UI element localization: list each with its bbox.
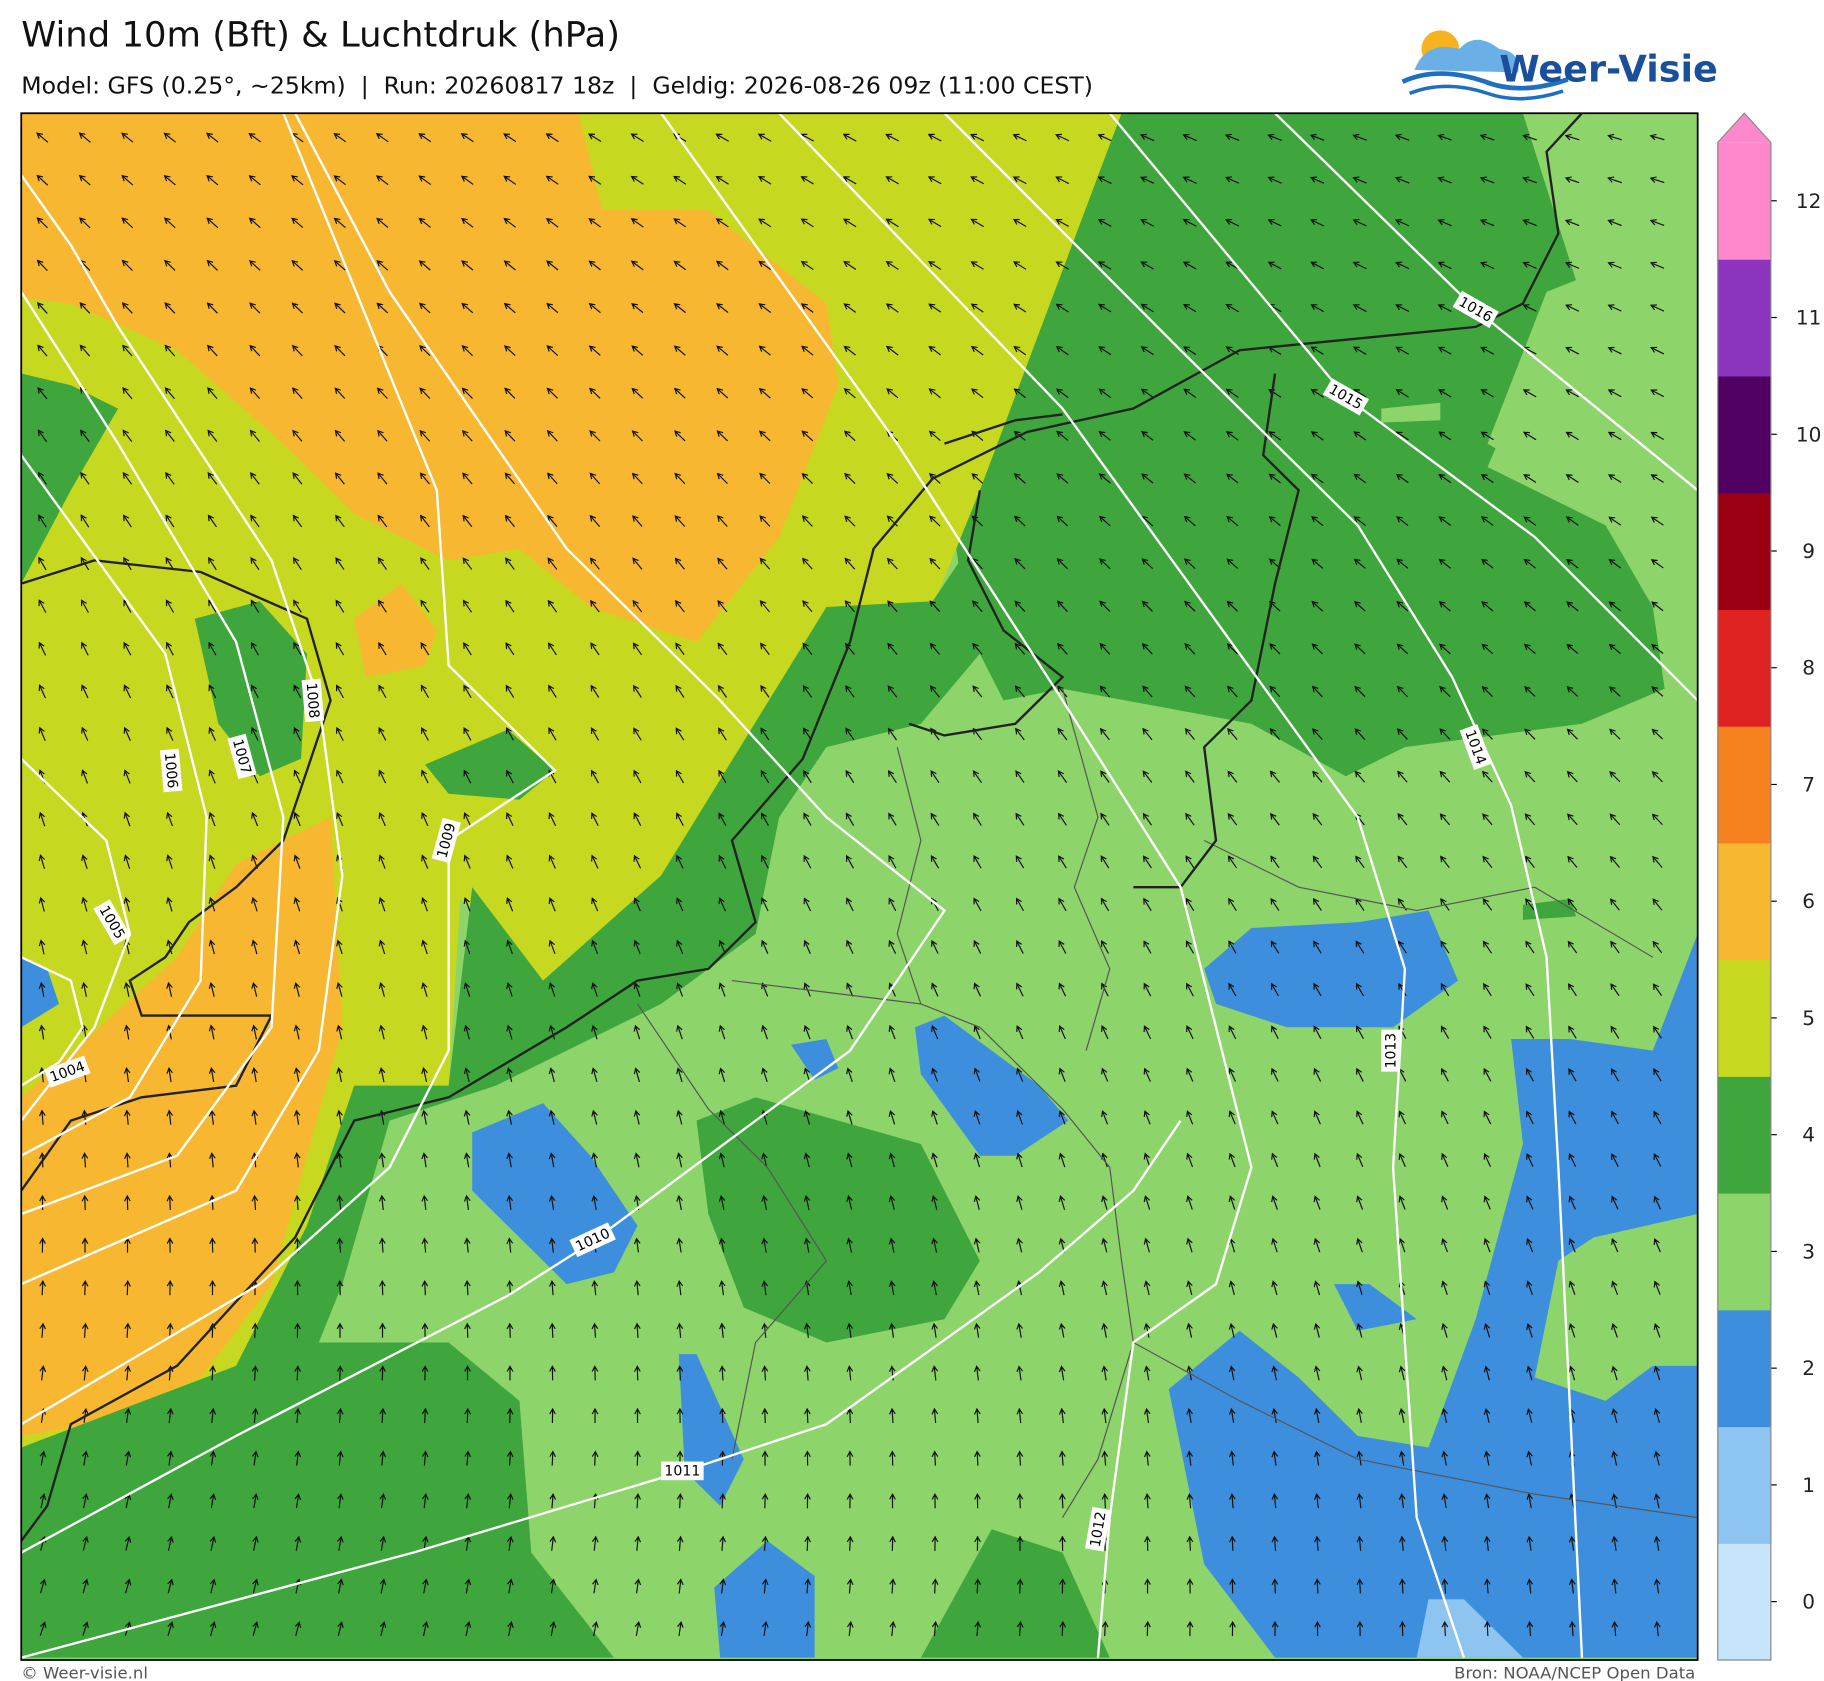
isobar-label-bg	[1452, 290, 1499, 328]
colorbar-bin	[1717, 1309, 1771, 1428]
colorbar-label: 1	[1802, 1473, 1815, 1497]
colorbar-bin	[1717, 492, 1771, 610]
isobar-label-bg	[1322, 378, 1369, 416]
colorbar-bin	[1717, 726, 1771, 844]
colorbar-label: 9	[1802, 539, 1815, 563]
colorbar-label: 10	[1796, 422, 1822, 446]
coastline	[21, 113, 1583, 1542]
colorbar-bin	[1717, 1426, 1771, 1544]
isobar-label: 1012	[1084, 1506, 1111, 1552]
colorbar-label: 0	[1802, 1590, 1815, 1614]
isobar-label-bg	[1459, 724, 1492, 771]
colorbar-arrow	[1717, 113, 1771, 143]
isobar-label-bg	[661, 1461, 704, 1481]
colorbar-bin	[1717, 1543, 1771, 1661]
colorbar-label: 12	[1796, 189, 1822, 213]
isobar-label-text: 1013	[1383, 1033, 1399, 1069]
isobar-label-bg	[93, 899, 131, 946]
isobar-label-text: 1006	[161, 752, 180, 789]
isobar-label-bg	[1084, 1506, 1111, 1552]
isobar-label-bg	[227, 733, 257, 780]
isobar-label-text: 1011	[664, 1464, 700, 1480]
colorbar-bin	[1717, 375, 1771, 494]
isobar-label: 1013	[1381, 1029, 1401, 1072]
colorbar-bin	[1717, 609, 1771, 727]
colorbar-bin	[1717, 959, 1771, 1077]
footer-left: © Weer-visie.nl	[21, 1664, 148, 1681]
isobar-label-bg	[301, 678, 325, 723]
logo-text: Weer-Visie	[1499, 48, 1718, 91]
colorbar-label: 5	[1802, 1006, 1815, 1030]
footer-right: Bron: NOAA/NCEP Open Data	[1454, 1664, 1695, 1681]
colorbar-bin	[1717, 842, 1771, 961]
borders	[637, 688, 1698, 1519]
colorbar-label: 8	[1802, 656, 1815, 680]
colorbar-bin	[1717, 142, 1771, 260]
logo: Weer-Visie	[1401, 30, 1718, 101]
subtitle: Model: GFS (0.25°, ~25km) | Run: 2026081…	[21, 72, 1093, 100]
colorbar-label: 11	[1796, 306, 1822, 330]
colorbar-label: 4	[1802, 1123, 1815, 1147]
colorbar-outline	[1717, 112, 1772, 1661]
isobar-label-bg	[44, 1055, 91, 1088]
colorbar-label: 7	[1802, 773, 1815, 797]
isobar-label: 1011	[661, 1461, 704, 1481]
colorbar-label: 2	[1802, 1356, 1815, 1380]
colorbar-bin	[1717, 259, 1771, 377]
isobar-label-text: 1012	[1088, 1510, 1110, 1548]
title: Wind 10m (Bft) & Luchtdruk (hPa)	[21, 15, 620, 56]
isobar-label-text: 1008	[303, 682, 322, 719]
isobar-label-bg	[569, 1222, 616, 1258]
isobar-label: 1006	[159, 748, 183, 793]
isobar-label-bg	[1381, 1029, 1401, 1072]
isobar-label: 1008	[301, 678, 325, 723]
isobar-label-bg	[159, 748, 183, 793]
colorbar-label: 6	[1802, 889, 1815, 913]
colorbar-bin	[1717, 1193, 1771, 1311]
colorbar-bin	[1717, 1076, 1771, 1194]
colorbar-label: 3	[1802, 1240, 1815, 1264]
isobar-label-bg	[431, 817, 461, 864]
